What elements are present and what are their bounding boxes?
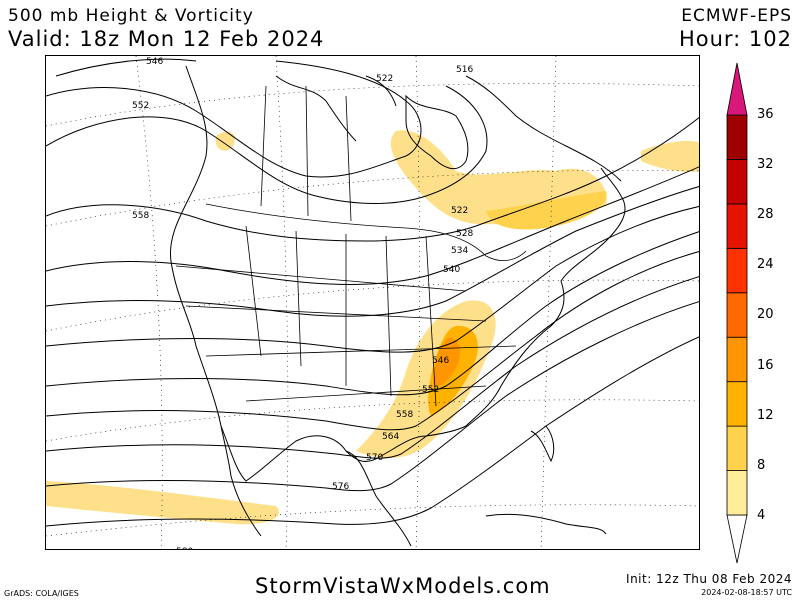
grads-credit: GrADS: COLA/IGES: [4, 589, 79, 598]
colorbar-label: 32: [757, 157, 774, 172]
colorbar-segment: [726, 425, 748, 471]
contour-labels: 546 552 558 522 516 522 528 534 540 546 …: [132, 57, 473, 550]
height-contours: [46, 58, 699, 527]
contour-label: 580: [176, 547, 193, 550]
colorbar-label: 4: [757, 508, 766, 523]
coastlines: [169, 65, 626, 547]
graticule: [46, 56, 699, 549]
colorbar-segment: [726, 336, 748, 383]
colorbar-label: 28: [757, 207, 774, 222]
map-title: 500 mb Height & Vorticity: [8, 6, 254, 26]
colorbar-segment: [726, 381, 748, 427]
init-time: Init: 12z Thu 08 Feb 2024: [626, 572, 792, 586]
colorbar-segment: [726, 159, 748, 205]
colorbar-segment: [726, 114, 748, 160]
colorbar-label: 20: [757, 307, 774, 322]
colorbar-high-tip: [726, 62, 748, 116]
contour-label: 546: [432, 356, 449, 366]
colorbar-label: 16: [757, 358, 774, 373]
contour-label: 534: [451, 246, 468, 256]
borders: [175, 85, 527, 407]
contour-label: 516: [456, 65, 473, 75]
model-name: ECMWF-EPS: [681, 6, 792, 26]
map-canvas: 546 552 558 522 516 522 528 534 540 546 …: [46, 56, 699, 550]
map-panel: 546 552 558 522 516 522 528 534 540 546 …: [45, 55, 700, 550]
contour-label: 540: [443, 265, 460, 275]
colorbar-segment: [726, 247, 748, 294]
generated-timestamp: 2024-02-08-18:57 UTC: [701, 588, 792, 597]
colorbar-label: 8: [757, 458, 766, 473]
forecast-hour: Hour: 102: [678, 27, 792, 51]
valid-time: Valid: 18z Mon 12 Feb 2024: [8, 27, 325, 51]
colorbar-segment: [726, 470, 748, 516]
contour-label: 546: [146, 57, 163, 67]
colorbar-label: 36: [757, 107, 774, 122]
colorbar-low-tip: [726, 514, 748, 564]
contour-label: 522: [451, 206, 468, 216]
vorticity-shading: [46, 130, 699, 525]
contour-label: 558: [396, 410, 413, 420]
vorticity-colorbar: [726, 62, 748, 564]
colorbar-segment: [726, 203, 748, 249]
contour-label: 522: [376, 74, 393, 84]
contour-label: 564: [382, 432, 399, 442]
contour-label: 570: [366, 453, 383, 463]
colorbar-segment: [726, 292, 748, 338]
contour-label: 528: [456, 229, 473, 239]
contour-label: 558: [132, 211, 149, 221]
colorbar-label: 12: [757, 408, 774, 423]
colorbar-segments: [726, 62, 748, 564]
contour-label: 552: [422, 385, 439, 395]
colorbar-label: 24: [757, 257, 774, 272]
site-watermark: StormVistaWxModels.com: [255, 574, 551, 598]
contour-label: 552: [132, 101, 149, 111]
contour-label: 576: [332, 482, 349, 492]
